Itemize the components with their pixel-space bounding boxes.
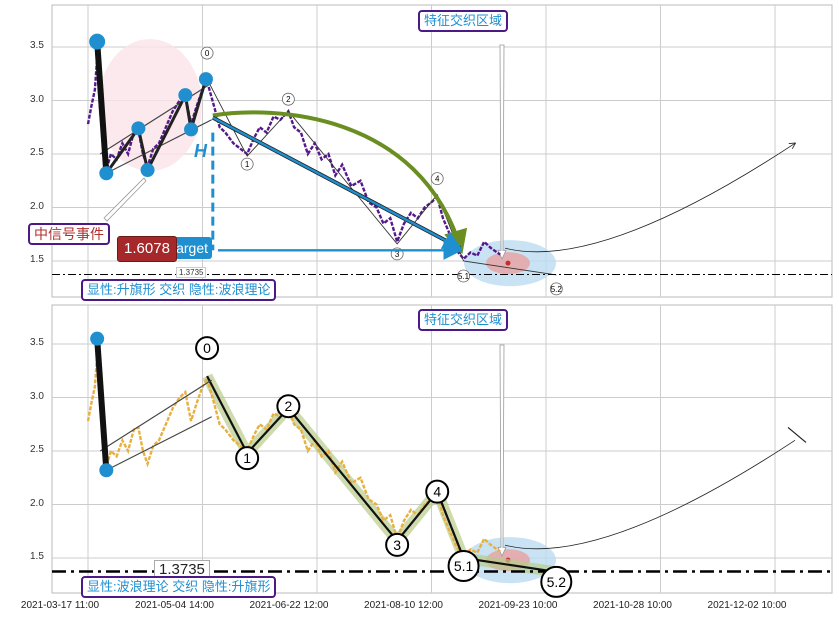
height-label: H bbox=[194, 141, 208, 161]
pattern-legend-bottom: 显性:波浪理论 交织 隐性:升旗形 bbox=[81, 576, 277, 598]
wave-label-circle bbox=[200, 46, 214, 60]
wave-label-4: 4 bbox=[425, 479, 450, 504]
flag-point bbox=[99, 166, 114, 181]
wave-label-1: 1 bbox=[235, 446, 260, 471]
projection-arc bbox=[212, 110, 468, 255]
target-text: Target bbox=[169, 240, 208, 256]
wave-label-circle bbox=[281, 92, 295, 106]
flag-point bbox=[184, 122, 199, 137]
target-value-label: 1.6078 bbox=[117, 236, 177, 262]
x-tick-label: 2021-03-17 11:00 bbox=[20, 600, 100, 611]
wave-label-text: 2 bbox=[286, 95, 291, 104]
y-tick-label: 2.5 bbox=[30, 147, 44, 158]
wave-label-text: 5.2 bbox=[547, 574, 567, 590]
wave-label-4: 4 bbox=[430, 172, 444, 186]
y-tick-label: 2.0 bbox=[30, 497, 44, 509]
flagpole bbox=[94, 338, 110, 471]
projection-end-marker bbox=[787, 426, 807, 443]
flag-point bbox=[178, 88, 193, 103]
wave-line bbox=[206, 78, 557, 276]
signal-pointer-arrow bbox=[103, 177, 147, 222]
zone-label-top: 特征交织区域 bbox=[418, 10, 509, 32]
wave-label-text: 3 bbox=[393, 537, 401, 553]
projection-curve bbox=[504, 143, 795, 253]
y-tick-label: 2.5 bbox=[30, 444, 44, 455]
wave-label-0: 0 bbox=[200, 46, 214, 60]
wave-label-3: 3 bbox=[385, 532, 410, 557]
pattern-legend-top: 显性:升旗形 交织 隐性:波浪理论 bbox=[81, 279, 277, 301]
wave-label-circle bbox=[276, 394, 301, 419]
y-tick-label: 3.5 bbox=[30, 40, 44, 51]
wave-label-text: 3 bbox=[395, 250, 400, 259]
wave-label-circle bbox=[540, 565, 573, 598]
zone-label-bottom: 特征交织区域 bbox=[418, 309, 509, 331]
y-tick-label: 1.5 bbox=[30, 254, 44, 265]
flag-point bbox=[90, 331, 105, 346]
flag-upper-line bbox=[99, 379, 212, 452]
wave-label-1: 1 bbox=[240, 157, 254, 171]
y-tick-label: 3.0 bbox=[30, 390, 44, 402]
projection-curve bbox=[504, 439, 796, 550]
wave-label-5.1: 5.1 bbox=[457, 269, 470, 283]
y-tick-label: 1.5 bbox=[30, 551, 44, 562]
plot-area-1 bbox=[51, 304, 833, 594]
zone-pointer-arrow bbox=[497, 44, 507, 260]
wave-label-text: 5.1 bbox=[454, 558, 474, 574]
flag-point bbox=[131, 121, 146, 136]
flag-lower-line bbox=[106, 416, 212, 471]
wave-label-5.2: 5.2 bbox=[540, 565, 573, 598]
flag-upper-line bbox=[99, 82, 212, 155]
wave-label-circle bbox=[430, 172, 444, 186]
wave-label-circle bbox=[385, 532, 410, 557]
wave-label-2: 2 bbox=[281, 92, 295, 106]
wave-label-text: 4 bbox=[433, 484, 441, 500]
zone-pointer-arrow bbox=[497, 344, 507, 557]
y-tick-label: 3.0 bbox=[30, 93, 44, 105]
x-tick-label: 2021-12-02 10:00 bbox=[707, 600, 787, 611]
wave-label-2: 2 bbox=[276, 394, 301, 419]
wave-label-text: 4 bbox=[435, 175, 440, 184]
flag-point bbox=[89, 33, 106, 50]
x-tick-label: 2021-05-04 14:00 bbox=[135, 600, 214, 611]
wave-label-circle bbox=[457, 269, 470, 283]
measure-arrow bbox=[212, 116, 463, 250]
flag-point bbox=[99, 463, 114, 478]
wave-label-circle bbox=[235, 446, 260, 471]
wave-label-text: 2 bbox=[284, 398, 292, 414]
wave-label-text: 5.1 bbox=[458, 272, 470, 281]
flag-point bbox=[140, 163, 155, 178]
wave-label-5.1: 5.1 bbox=[447, 550, 480, 582]
wave-label-text: 1 bbox=[243, 450, 251, 466]
wave-label-circle bbox=[195, 336, 220, 361]
x-tick-label: 2021-06-22 12:00 bbox=[249, 600, 329, 611]
wave-label-circle bbox=[240, 157, 254, 171]
wave-label-circle bbox=[425, 479, 450, 504]
x-tick-label: 2021-09-23 10:00 bbox=[478, 600, 558, 611]
wave-label-circle bbox=[549, 282, 563, 296]
flagpole bbox=[94, 41, 110, 174]
support-label-top: 1.3735 bbox=[176, 267, 207, 278]
x-tick-label: 2021-10-28 10:00 bbox=[593, 600, 672, 611]
wave-label-text: 1 bbox=[245, 160, 250, 169]
y-tick-label: 3.5 bbox=[30, 337, 44, 348]
wave-label-5.2: 5.2 bbox=[549, 282, 563, 296]
wave-label-text: 0 bbox=[205, 49, 210, 58]
wave-label-text: 5.2 bbox=[551, 285, 563, 294]
target-dot bbox=[505, 260, 511, 266]
y-tick-label: 2.0 bbox=[30, 200, 44, 212]
wave-label-0: 0 bbox=[195, 336, 220, 361]
x-tick-label: 2021-08-10 12:00 bbox=[364, 600, 443, 611]
signal-event-label: 中信号事件 bbox=[28, 223, 110, 245]
wave-label-circle bbox=[447, 550, 480, 582]
flag-point bbox=[198, 72, 213, 87]
wave-label-text: 0 bbox=[203, 340, 211, 356]
